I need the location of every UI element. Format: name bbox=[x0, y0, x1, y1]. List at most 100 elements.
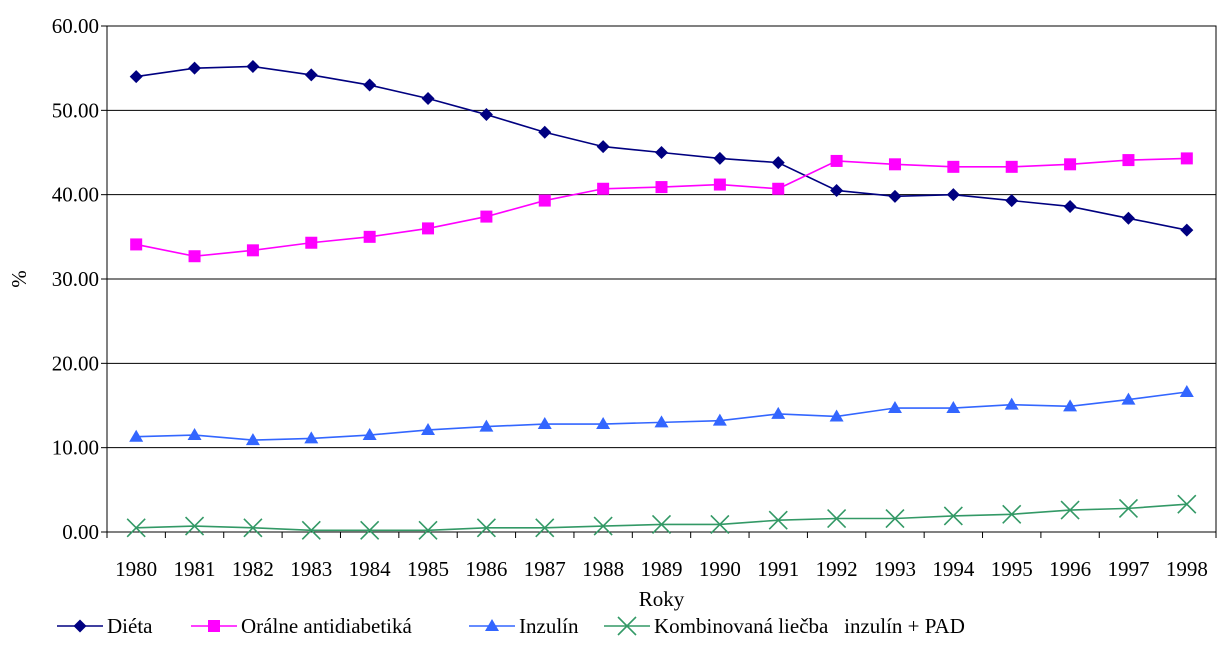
legend-label: Inzulín bbox=[519, 614, 579, 638]
data-point bbox=[593, 516, 613, 536]
data-point bbox=[943, 506, 963, 526]
x-tick-label: 1984 bbox=[349, 557, 392, 581]
data-point bbox=[1063, 399, 1078, 412]
series-4 bbox=[126, 494, 1197, 540]
data-point bbox=[360, 520, 380, 540]
data-point bbox=[301, 520, 321, 540]
data-point bbox=[771, 156, 785, 170]
data-point bbox=[187, 428, 202, 441]
legend: Diéta Orálne antidiabetiká Inzulín Kombinov… bbox=[57, 614, 965, 638]
data-point bbox=[1005, 160, 1018, 173]
data-point bbox=[596, 140, 610, 154]
series-line bbox=[136, 503, 1187, 532]
x-tick-label: 1993 bbox=[874, 557, 916, 581]
series-layer bbox=[126, 59, 1197, 540]
x-tick-label: 1991 bbox=[757, 557, 799, 581]
x-tick-label: 1988 bbox=[582, 557, 624, 581]
legend-item: Diéta bbox=[57, 614, 153, 638]
x-tick-label: 1987 bbox=[524, 557, 566, 581]
data-point bbox=[830, 154, 843, 167]
x-axis-title: Roky bbox=[639, 587, 685, 611]
data-point bbox=[829, 409, 844, 422]
data-point bbox=[1121, 392, 1136, 405]
x-tick-label: 1998 bbox=[1166, 557, 1208, 581]
data-point bbox=[655, 181, 668, 194]
data-point bbox=[830, 183, 844, 197]
data-point bbox=[129, 429, 144, 442]
data-point bbox=[947, 160, 960, 173]
data-point bbox=[713, 178, 726, 191]
data-point bbox=[1063, 199, 1077, 213]
data-point bbox=[245, 433, 260, 446]
data-point bbox=[246, 59, 260, 73]
series-1 bbox=[129, 59, 1194, 237]
data-point bbox=[1005, 194, 1019, 208]
data-point bbox=[243, 518, 263, 538]
legend-marker bbox=[617, 616, 637, 636]
x-tick-label: 1985 bbox=[407, 557, 449, 581]
data-point bbox=[1121, 211, 1135, 225]
data-point bbox=[422, 222, 435, 235]
y-tick-label: 60.00 bbox=[52, 14, 99, 38]
data-point bbox=[772, 182, 785, 195]
data-point bbox=[946, 188, 960, 202]
data-point bbox=[363, 78, 377, 92]
x-tick-label: 1995 bbox=[991, 557, 1033, 581]
data-point bbox=[885, 508, 905, 529]
y-axis-title: % bbox=[7, 270, 31, 288]
data-point bbox=[710, 514, 730, 534]
data-point bbox=[479, 108, 493, 122]
y-tick-label: 30.00 bbox=[52, 267, 99, 291]
data-point bbox=[535, 518, 555, 538]
data-point bbox=[888, 189, 902, 203]
data-point bbox=[305, 236, 318, 249]
x-tick-label: 1992 bbox=[816, 557, 858, 581]
data-point bbox=[596, 417, 611, 430]
data-point bbox=[651, 514, 672, 534]
y-tick-label: 40.00 bbox=[52, 183, 99, 207]
data-point bbox=[421, 92, 435, 106]
data-point bbox=[188, 61, 202, 75]
data-point bbox=[537, 417, 552, 430]
x-tick-label: 1997 bbox=[1107, 557, 1149, 581]
legend-label: Kombinovaná liečba inzulín + PAD bbox=[654, 614, 965, 638]
legend-marker bbox=[485, 619, 499, 631]
y-tick-label: 50.00 bbox=[52, 98, 99, 122]
data-point bbox=[768, 510, 788, 530]
x-tick-label: 1996 bbox=[1049, 557, 1091, 581]
legend-marker bbox=[208, 620, 220, 632]
data-point bbox=[1180, 152, 1193, 165]
data-point bbox=[304, 431, 319, 444]
x-tick-label: 1983 bbox=[290, 557, 332, 581]
x-tick-label: 1982 bbox=[232, 557, 274, 581]
data-point bbox=[1060, 500, 1080, 520]
data-point bbox=[129, 70, 143, 84]
y-tick-label: 0.00 bbox=[62, 520, 99, 544]
data-point bbox=[887, 401, 902, 414]
data-point bbox=[654, 415, 669, 428]
data-point bbox=[1179, 385, 1194, 398]
data-point bbox=[363, 230, 376, 243]
data-point bbox=[476, 518, 496, 538]
x-tick-label: 1986 bbox=[465, 557, 507, 581]
series-line bbox=[136, 157, 1187, 258]
x-tick-label: 1994 bbox=[932, 557, 975, 581]
data-point bbox=[130, 238, 143, 251]
data-point bbox=[479, 419, 494, 432]
data-point bbox=[827, 508, 847, 529]
data-point bbox=[1122, 154, 1135, 167]
data-point bbox=[126, 518, 146, 538]
y-axis-ticks: 0.00 10.00 20.00 30.00 40.00 50.00 60.00 bbox=[52, 14, 107, 544]
data-point bbox=[246, 244, 259, 257]
data-point bbox=[418, 520, 438, 540]
legend-item: Kombinovaná liečba inzulín + PAD bbox=[604, 614, 965, 638]
data-point bbox=[362, 428, 377, 441]
y-tick-label: 20.00 bbox=[52, 351, 99, 375]
data-point bbox=[480, 210, 493, 223]
legend-label: Orálne antidiabetiká bbox=[241, 614, 413, 638]
series-3 bbox=[129, 385, 1194, 446]
data-point bbox=[1004, 397, 1019, 410]
data-point bbox=[1002, 504, 1022, 524]
y-tick-label: 10.00 bbox=[52, 436, 99, 460]
